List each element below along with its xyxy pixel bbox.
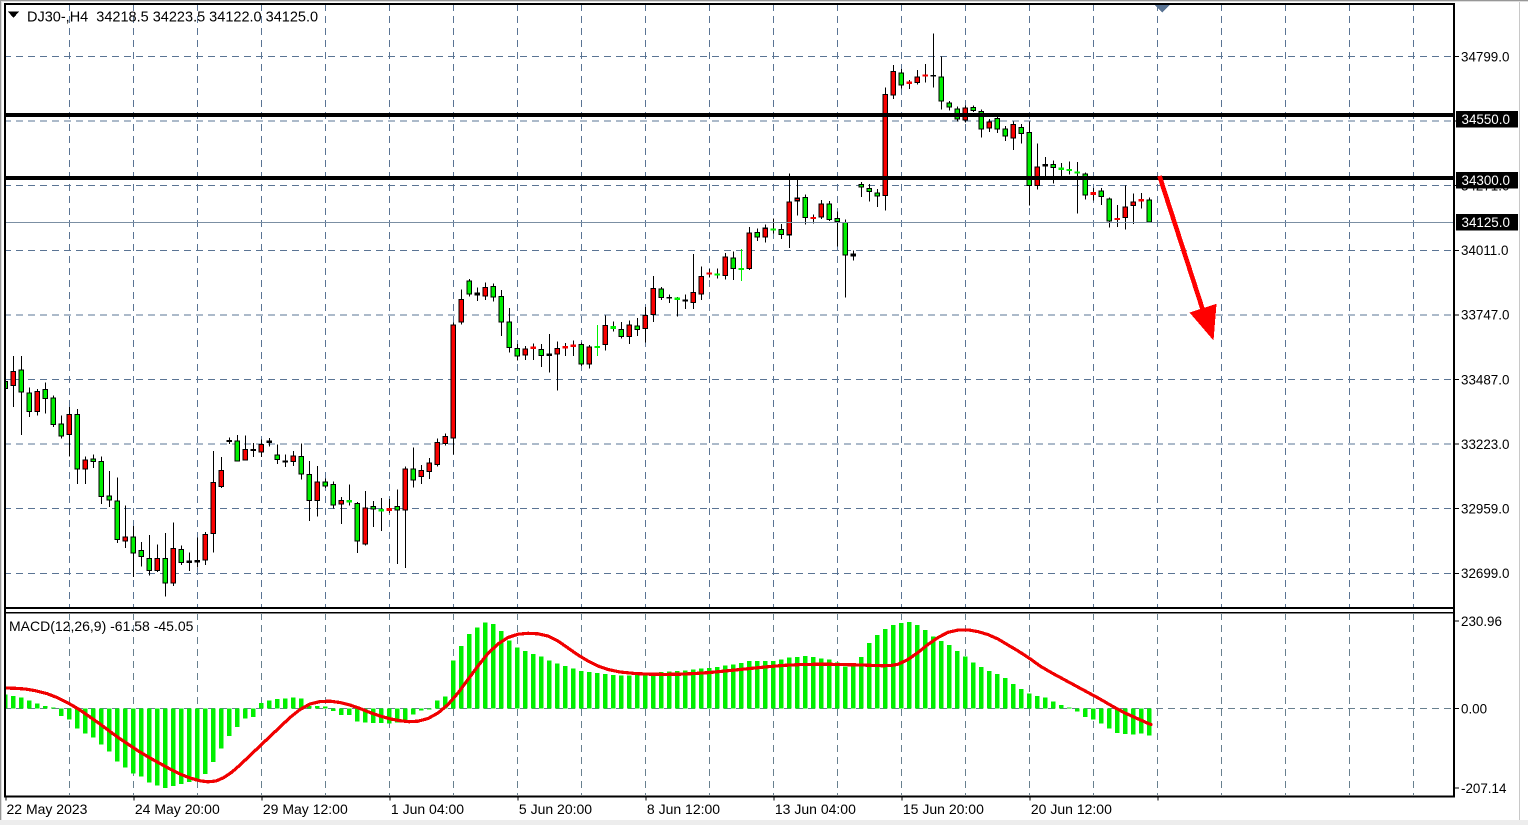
svg-text:33223.0: 33223.0 xyxy=(1461,437,1509,452)
svg-text:0.00: 0.00 xyxy=(1461,701,1487,716)
svg-text:24 May 20:00: 24 May 20:00 xyxy=(135,801,220,817)
svg-text:DJ30-,H4 34218.5 34223.5 3412: DJ30-,H4 34218.5 34223.5 34122.0 34125.0 xyxy=(27,10,318,26)
svg-text:230.96: 230.96 xyxy=(1461,614,1502,629)
svg-text:1 Jun 04:00: 1 Jun 04:00 xyxy=(391,801,464,817)
svg-text:-207.14: -207.14 xyxy=(1461,781,1507,796)
svg-text:33747.0: 33747.0 xyxy=(1461,308,1509,323)
svg-text:22 May 2023: 22 May 2023 xyxy=(7,801,88,817)
svg-text:34799.0: 34799.0 xyxy=(1461,49,1509,64)
svg-text:20 Jun 12:00: 20 Jun 12:00 xyxy=(1031,801,1112,817)
svg-text:34300.0: 34300.0 xyxy=(1462,173,1510,188)
svg-text:33487.0: 33487.0 xyxy=(1461,372,1509,387)
svg-text:34550.0: 34550.0 xyxy=(1462,112,1510,127)
svg-text:13 Jun 04:00: 13 Jun 04:00 xyxy=(775,801,856,817)
svg-text:34125.0: 34125.0 xyxy=(1462,215,1510,230)
svg-text:32959.0: 32959.0 xyxy=(1461,502,1509,517)
svg-text:34011.0: 34011.0 xyxy=(1461,243,1508,258)
svg-text:29 May 12:00: 29 May 12:00 xyxy=(263,801,348,817)
svg-text:15 Jun 20:00: 15 Jun 20:00 xyxy=(903,801,984,817)
svg-text:32699.0: 32699.0 xyxy=(1461,566,1509,581)
svg-text:MACD(12,26,9) -61.58 -45.05: MACD(12,26,9) -61.58 -45.05 xyxy=(9,618,194,634)
svg-text:8 Jun 12:00: 8 Jun 12:00 xyxy=(647,801,720,817)
svg-text:5 Jun 20:00: 5 Jun 20:00 xyxy=(519,801,592,817)
